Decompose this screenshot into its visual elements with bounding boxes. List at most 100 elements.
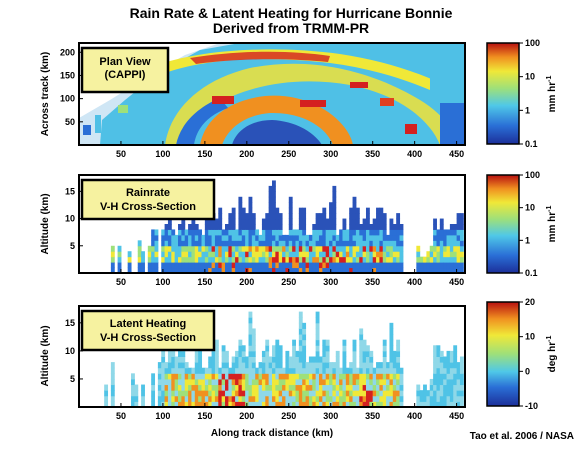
- cross-section-cell: [282, 378, 286, 386]
- cross-section-cell: [255, 240, 260, 247]
- cross-section-cell: [325, 262, 330, 269]
- cross-section-cell: [439, 262, 444, 269]
- cross-section-cell: [251, 251, 256, 258]
- cross-section-cell: [298, 362, 303, 369]
- cross-section-cell: [251, 401, 256, 407]
- cross-section-cell: [325, 367, 330, 374]
- cross-section-cell: [372, 367, 377, 374]
- cross-section-cell: [329, 218, 333, 225]
- cross-section-cell: [312, 256, 317, 263]
- cross-section-cell: [231, 401, 236, 407]
- cross-section-cell: [201, 367, 206, 374]
- cross-section-cell: [164, 373, 169, 380]
- cross-section-cell: [392, 256, 397, 263]
- cross-section-cell: [416, 251, 421, 258]
- cross-section-cell: [318, 229, 323, 236]
- cross-section-cell: [342, 229, 347, 236]
- cross-section-cell: [365, 384, 370, 391]
- cross-section-cell: [288, 262, 293, 269]
- cross-section-cell: [228, 251, 233, 258]
- cross-section-cell: [416, 245, 421, 252]
- cross-section-cell: [382, 390, 387, 397]
- cross-section-cell: [147, 267, 152, 273]
- cross-section-cell: [278, 218, 283, 225]
- cross-section-cell: [322, 378, 327, 386]
- cross-section-cell: [131, 378, 135, 386]
- cross-section-cell: [298, 328, 303, 335]
- cross-section-cell: [298, 378, 303, 386]
- cross-section-cell: [332, 401, 337, 407]
- cross-section-cell: [318, 245, 323, 252]
- cross-section-cell: [302, 207, 307, 214]
- cross-section-cell: [423, 262, 427, 269]
- cross-section-cell: [245, 234, 250, 241]
- cross-section-cell: [204, 234, 209, 241]
- cross-section-cell: [198, 245, 203, 252]
- cross-section-cell: [382, 373, 387, 380]
- cross-section-cell: [322, 384, 327, 391]
- cross-section-cell: [429, 251, 434, 258]
- cross-section-cell: [255, 373, 260, 380]
- cross-section-cell: [178, 234, 182, 241]
- cross-section-cell: [245, 213, 250, 220]
- plan-y-axis-label: Across track (km): [40, 52, 51, 136]
- cross-section-cell: [275, 378, 280, 386]
- cross-section-cell: [416, 267, 421, 273]
- cross-section-cell: [204, 224, 209, 230]
- cross-section-cell: [322, 390, 327, 397]
- cross-section-cell: [399, 234, 404, 241]
- cross-section-cell: [295, 401, 300, 407]
- plan-eye: [232, 120, 322, 145]
- cross-section-cell: [382, 367, 387, 374]
- cross-section-cell: [235, 401, 239, 407]
- cross-section-cell: [245, 256, 250, 263]
- cross-section-cell: [184, 251, 189, 258]
- cross-section-cell: [221, 234, 226, 241]
- cross-section-cell: [292, 240, 296, 247]
- cross-section-cell: [318, 378, 323, 386]
- cross-section-cell: [191, 245, 196, 252]
- cross-section-cell: [365, 362, 370, 369]
- cross-section-cell: [251, 234, 256, 241]
- cross-section-cell: [433, 251, 437, 258]
- cross-section-cell: [372, 267, 377, 273]
- cross-section-cell: [272, 356, 276, 363]
- cross-section-cell: [345, 240, 350, 247]
- cross-section-cell: [329, 367, 333, 374]
- cross-section-cell: [278, 362, 283, 369]
- cross-section-cell: [349, 267, 354, 273]
- cross-section-cell: [110, 367, 115, 374]
- cross-section-cell: [389, 384, 394, 391]
- cross-section-cell: [167, 224, 172, 230]
- cross-section-cell: [110, 262, 115, 269]
- cross-section-cell: [349, 384, 354, 391]
- cross-section-cell: [312, 373, 317, 380]
- cross-section-cell: [446, 373, 451, 380]
- cross-section-cell: [181, 256, 186, 263]
- cross-section-cell: [355, 267, 360, 273]
- cross-section-cell: [365, 267, 370, 273]
- cross-section-cell: [258, 262, 263, 269]
- cross-section-cell: [251, 378, 256, 386]
- cross-section-cell: [389, 234, 394, 241]
- cross-section-cell: [322, 229, 327, 236]
- cross-section-cell: [386, 262, 390, 269]
- cross-section-cell: [298, 262, 303, 269]
- cross-section-cell: [399, 245, 404, 252]
- cross-section-cell: [211, 229, 216, 236]
- cross-section-cell: [167, 267, 172, 273]
- cross-section-cell: [459, 234, 464, 241]
- cross-section-cell: [362, 229, 367, 236]
- cross-section-cell: [164, 245, 169, 252]
- cross-section-cell: [211, 395, 216, 402]
- cross-section-cell: [292, 350, 296, 357]
- cross-section-cell: [268, 207, 273, 214]
- cross-section-cell: [359, 356, 364, 363]
- cross-section-cell: [251, 345, 256, 352]
- cross-section-cell: [315, 311, 320, 318]
- cross-section-cell: [238, 213, 243, 220]
- cross-section-cell: [329, 202, 333, 209]
- cross-section-cell: [449, 234, 454, 241]
